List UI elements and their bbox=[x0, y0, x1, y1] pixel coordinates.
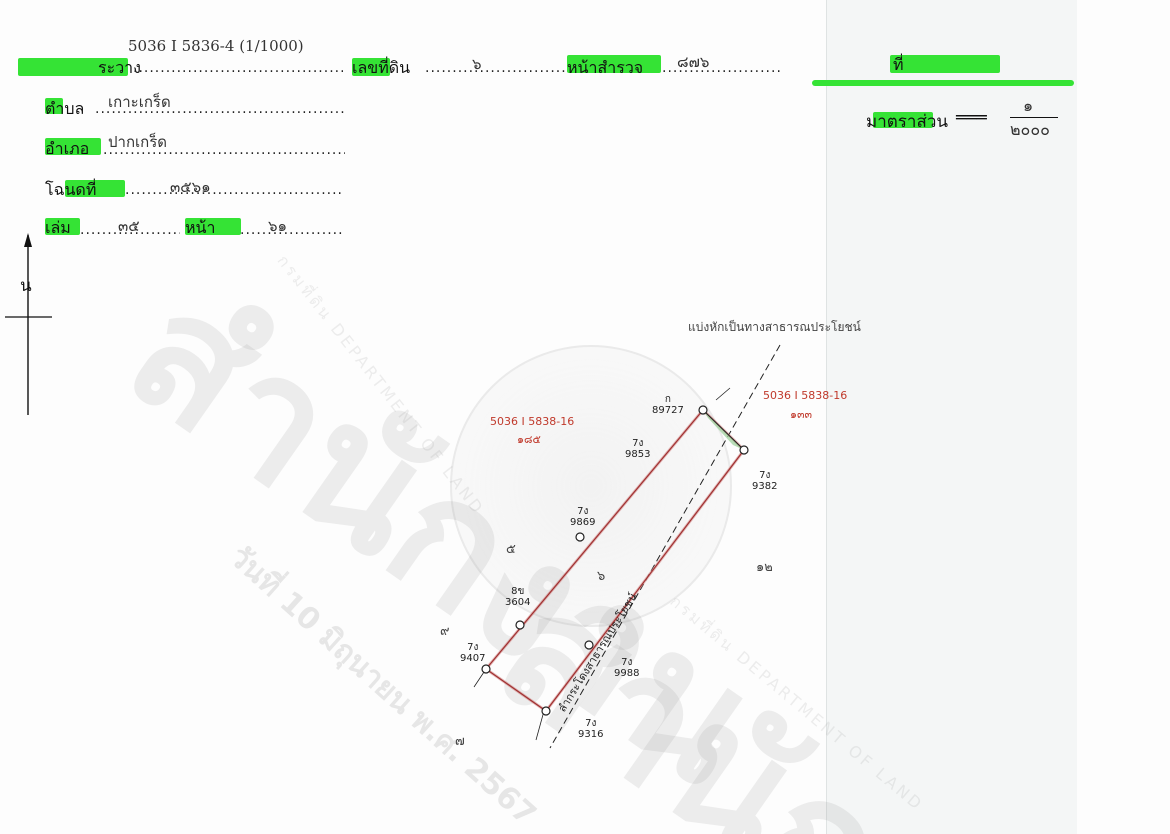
marker-3604 bbox=[515, 620, 525, 630]
dotted-line: ........................................… bbox=[95, 101, 345, 117]
subdistrict-label: ตำบล bbox=[45, 99, 85, 118]
dotted-line: ........................................… bbox=[662, 60, 782, 76]
public-use-note: แบ่งหักเป็นทางสาธารณประโยชน์ bbox=[688, 320, 861, 334]
district-label: อำเภอ bbox=[45, 139, 90, 158]
right-sheet-ref: 5036 I 5838-16 bbox=[763, 389, 848, 402]
marker-9869 bbox=[575, 532, 585, 542]
department-seal-watermark bbox=[450, 345, 732, 627]
page-number: ๖๑ bbox=[268, 217, 288, 235]
parcel-7: ๗ bbox=[455, 734, 465, 749]
redaction-highlight bbox=[45, 138, 101, 155]
station-label: 7ง 9316 bbox=[578, 718, 604, 740]
marker-9382 bbox=[739, 445, 749, 455]
redaction-highlight bbox=[352, 58, 390, 76]
scale-equals: ═══ bbox=[956, 108, 987, 128]
district-value: ปากเกร็ด bbox=[108, 133, 168, 151]
book-label: เล่ม bbox=[45, 218, 71, 237]
redaction-highlight bbox=[185, 218, 241, 235]
redaction-highlight bbox=[18, 58, 128, 76]
page-label: หน้า bbox=[185, 218, 216, 237]
paper-fold-shadow bbox=[826, 0, 1077, 834]
station-label: ก 89727 bbox=[652, 394, 684, 416]
sheet-id: 5036 I 5836-4 (1/1000) bbox=[128, 37, 304, 55]
deed-label: โฉนดที่ bbox=[45, 180, 97, 199]
station-label: 7ง 9869 bbox=[570, 506, 596, 528]
marker-9407 bbox=[481, 664, 491, 674]
survey-label: หน้าสำรวจ bbox=[567, 58, 644, 77]
survey-number: ๘๗๖ bbox=[677, 53, 710, 71]
left-sheet-ref: 5036 I 5838-16 bbox=[490, 415, 575, 428]
station-label: 7ง 9988 bbox=[614, 657, 640, 679]
dotted-line: ................................ bbox=[240, 222, 345, 238]
parcel-9: ๙ bbox=[440, 624, 450, 639]
redaction-underline bbox=[812, 80, 1074, 86]
parcel-number: ๖ bbox=[472, 55, 482, 73]
dotted-line: ........................................… bbox=[125, 182, 343, 198]
station-label: 7ง 9853 bbox=[625, 438, 651, 460]
parcel-label: เลขที่ดิน bbox=[352, 58, 411, 77]
left-parcel-number: ๑๘๕ bbox=[517, 433, 541, 446]
office-label: ที่ bbox=[893, 55, 904, 74]
parcel-6: ๖ bbox=[597, 569, 606, 584]
north-arrow-icon bbox=[5, 233, 52, 415]
station-label: 7ง 9382 bbox=[752, 470, 778, 492]
dotted-line: ......................... bbox=[80, 222, 180, 238]
subdistrict-value: เกาะเกร็ด bbox=[108, 93, 171, 111]
parcel-12: ๑๒ bbox=[756, 560, 773, 575]
redaction-highlight bbox=[45, 98, 63, 114]
redaction-highlight bbox=[890, 55, 1000, 73]
marker-9316 bbox=[541, 706, 551, 716]
scale-label: มาตราส่วน bbox=[866, 112, 949, 132]
dotted-line: ........................................… bbox=[425, 60, 565, 76]
scale-denominator: ๒๐๐๐ bbox=[1010, 120, 1050, 139]
book-number: ๓๕ bbox=[118, 217, 140, 235]
station-label: 8ข 3604 bbox=[505, 586, 531, 608]
redaction-highlight bbox=[65, 180, 125, 197]
scale-fraction-bar bbox=[1010, 117, 1058, 118]
sheet-label: ระวาง bbox=[98, 58, 141, 77]
parcel-5: ๕ bbox=[506, 542, 516, 557]
right-parcel-number: ๑๓๓ bbox=[790, 408, 813, 421]
public-road-boundary bbox=[549, 344, 781, 749]
north-label: น bbox=[20, 276, 32, 296]
marker-9988 bbox=[584, 640, 594, 650]
marker-ka bbox=[698, 405, 708, 415]
redaction-highlight bbox=[45, 218, 80, 235]
dotted-line: ........................................… bbox=[103, 142, 345, 158]
scale-numerator: ๑ bbox=[1023, 96, 1034, 115]
dotted-line: ........................................… bbox=[133, 60, 343, 76]
deed-number: ๓๕๖๑ bbox=[170, 178, 211, 196]
station-label: 7ง 9407 bbox=[460, 642, 486, 664]
redaction-highlight bbox=[567, 55, 661, 73]
redaction-highlight bbox=[873, 112, 933, 128]
